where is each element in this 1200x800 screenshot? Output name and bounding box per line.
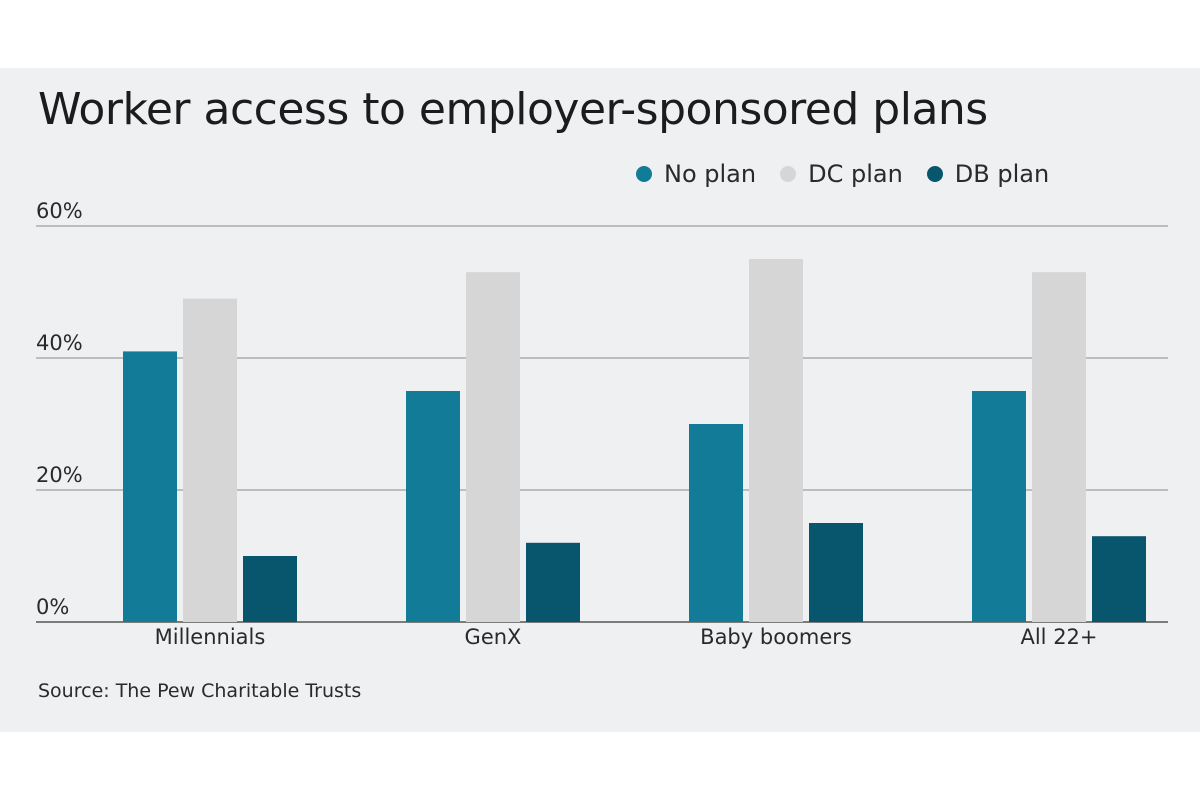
chart-title: Worker access to employer-sponsored plan… (38, 84, 988, 135)
bar-no-plan-genx (406, 391, 460, 622)
bar-db-plan-baby-boomers (809, 523, 863, 622)
bar-db-plan-millennials (243, 556, 297, 622)
bar-dc-plan-genx (466, 272, 520, 622)
bar-db-plan-all-22- (1092, 536, 1146, 622)
legend-item-no-plan: No plan (636, 160, 756, 188)
legend-label-no-plan: No plan (664, 160, 757, 188)
bar-db-plan-genx (526, 542, 580, 622)
bar-dc-plan-all-22- (1032, 272, 1086, 622)
bar-no-plan-baby-boomers (689, 424, 743, 622)
legend-swatch-dc-plan (780, 166, 797, 182)
bar-no-plan-millennials (123, 351, 177, 622)
y-tick-label: 60% (36, 199, 83, 223)
legend-swatch-db-plan (926, 166, 943, 182)
y-tick-label: 0% (36, 595, 69, 619)
y-tick-label: 40% (36, 331, 83, 355)
legend-item-db-plan: DB plan (926, 160, 1050, 188)
legend-label-dc-plan: DC plan (808, 160, 903, 188)
source-note: Source: The Pew Charitable Trusts (38, 680, 362, 702)
x-category-label: Baby boomers (700, 625, 852, 649)
legend-swatch-no-plan (636, 166, 652, 182)
legend-item-dc-plan: DC plan (780, 160, 903, 188)
bar-no-plan-all-22- (972, 391, 1026, 622)
x-category-label: Millennials (155, 625, 266, 649)
bar-dc-plan-millennials (183, 298, 237, 622)
y-tick-label: 20% (36, 463, 83, 487)
chart-legend: No plan DC plan DB plan (636, 160, 1049, 188)
legend-label-db-plan: DB plan (954, 160, 1050, 188)
bar-dc-plan-baby-boomers (749, 259, 803, 622)
x-category-label: All 22+ (1020, 625, 1097, 649)
x-category-label: GenX (465, 625, 522, 649)
